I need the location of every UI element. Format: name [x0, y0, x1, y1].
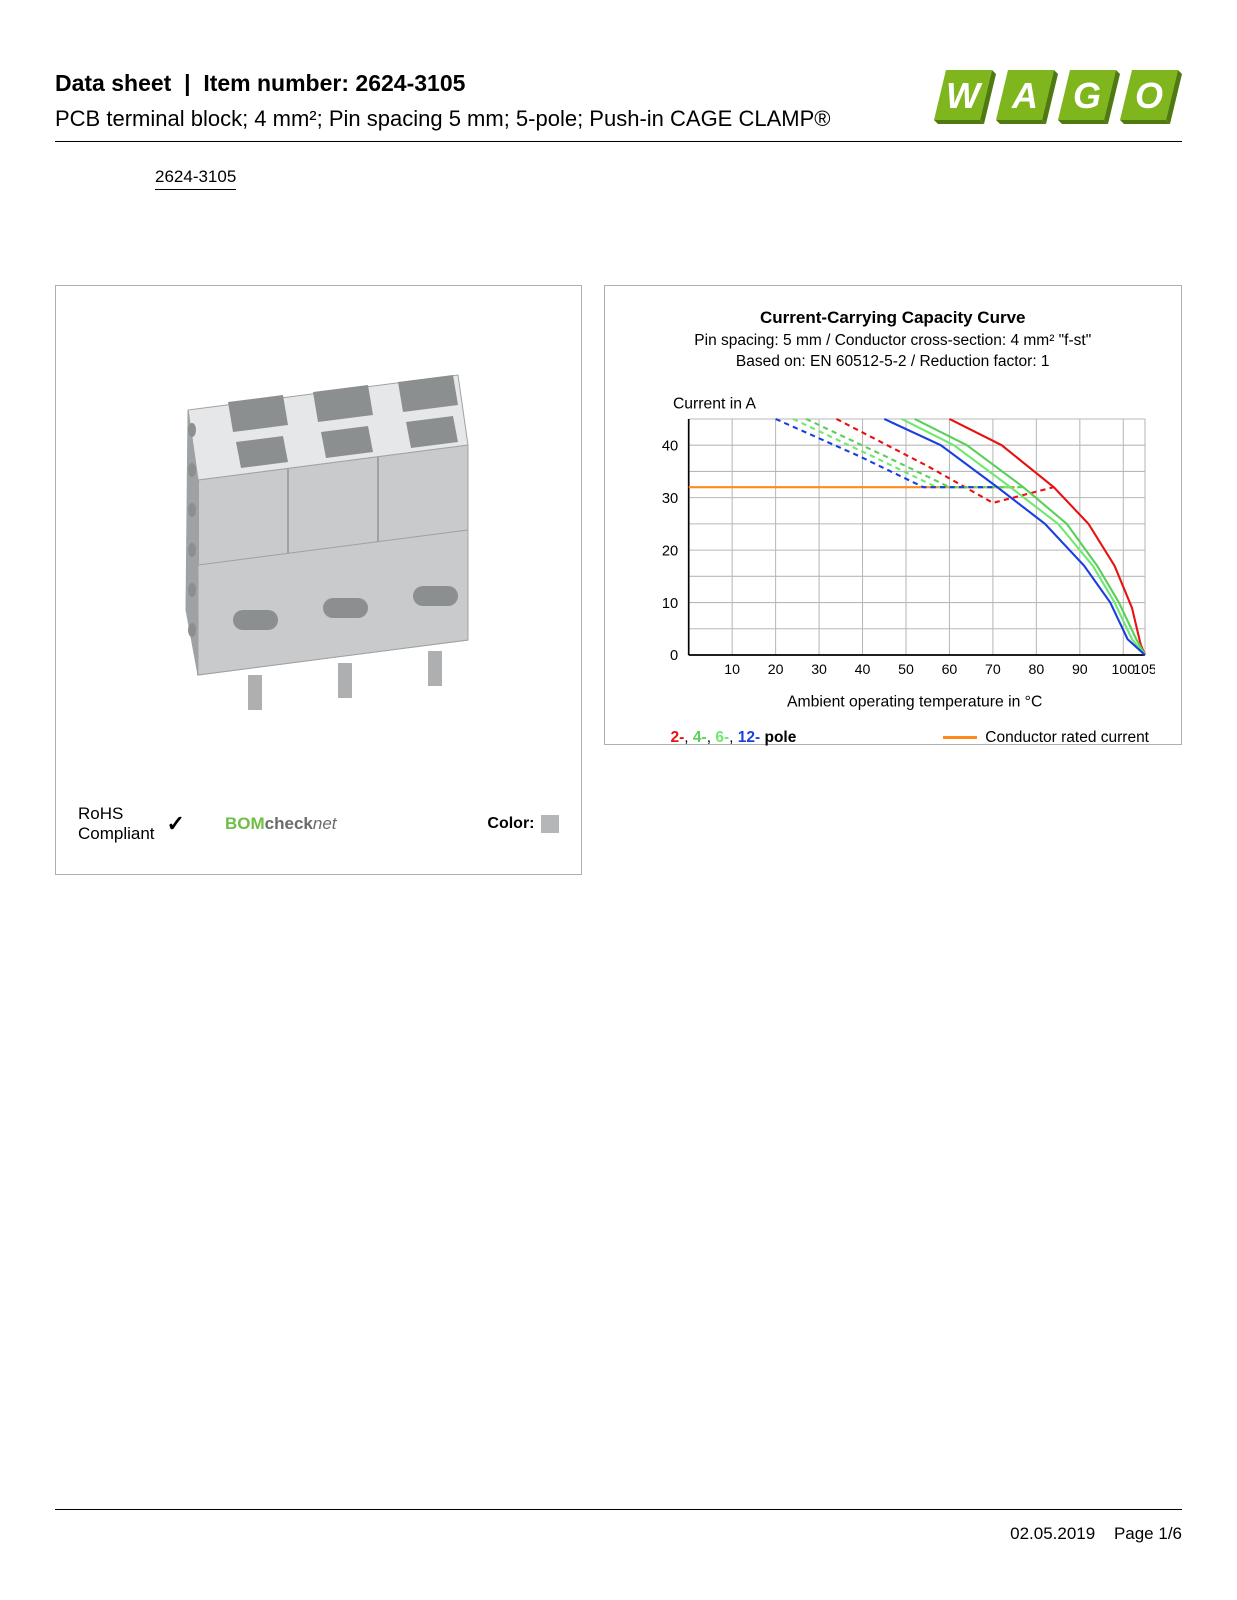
color-label: Color: — [487, 815, 534, 833]
legend-conductor-label: Conductor rated current — [985, 729, 1149, 747]
chart-svg: Current in A 10 20 30 40 50 60 70 80 90 100105 0 10 2… — [631, 385, 1156, 715]
footer-divider — [55, 1509, 1182, 1510]
svg-text:0: 0 — [670, 648, 678, 664]
svg-text:70: 70 — [985, 662, 1001, 678]
svg-text:W: W — [946, 75, 983, 116]
footer: 02.05.2019 Page 1/6 — [55, 1509, 1182, 1544]
svg-text:60: 60 — [941, 662, 957, 678]
rohs-badge: RoHS Compliant ✓ — [78, 804, 185, 845]
svg-text:105: 105 — [1133, 662, 1155, 678]
wago-logo: WAGO — [922, 62, 1182, 132]
title-item-label: Item number: — [203, 70, 349, 96]
bom-text: BOMcheck — [225, 814, 313, 833]
footer-page: Page 1/6 — [1114, 1524, 1182, 1543]
rohs-label: RoHS — [78, 804, 155, 824]
legend-conductor: Conductor rated current — [943, 729, 1149, 747]
chart-legend: 2-, 4-, 6-, 12- pole Conductor rated cur… — [631, 729, 1156, 747]
conductor-swatch — [943, 736, 977, 739]
color-badge: Color: — [487, 815, 558, 833]
svg-text:Current in A: Current in A — [672, 395, 756, 412]
badge-row: RoHS Compliant ✓ BOMchecknet Color: — [56, 774, 581, 874]
svg-text:10: 10 — [724, 662, 740, 678]
svg-text:A: A — [1011, 75, 1038, 116]
item-reference: 2624-3105 — [155, 167, 236, 190]
svg-text:30: 30 — [811, 662, 827, 678]
chart-area: Current in A 10 20 30 40 50 60 70 80 90 100105 0 10 2… — [631, 385, 1156, 715]
title-item-number: 2624-3105 — [355, 70, 465, 96]
header-divider — [55, 141, 1182, 142]
svg-text:90: 90 — [1071, 662, 1087, 678]
svg-text:20: 20 — [767, 662, 783, 678]
svg-text:20: 20 — [661, 543, 677, 559]
product-render — [128, 340, 508, 720]
color-swatch — [541, 815, 559, 833]
chart-title: Current-Carrying Capacity Curve — [631, 308, 1156, 328]
title-sep: | — [184, 70, 190, 96]
svg-text:100: 100 — [1111, 662, 1135, 678]
svg-text:80: 80 — [1028, 662, 1044, 678]
chart-subtitle: Pin spacing: 5 mm / Conductor cross-sect… — [631, 331, 1156, 373]
product-image-area — [56, 286, 581, 774]
bomcheck-badge: BOMchecknet — [225, 814, 337, 834]
check-icon: ✓ — [167, 811, 185, 837]
chart-panel: Current-Carrying Capacity Curve Pin spac… — [604, 285, 1183, 745]
bom-net: net — [313, 814, 337, 833]
title-prefix: Data sheet — [55, 70, 171, 96]
legend-poles: 2-, 4-, 6-, 12- pole — [671, 729, 797, 747]
svg-text:10: 10 — [661, 596, 677, 612]
svg-text:Ambient operating temperature: Ambient operating temperature in °C — [787, 693, 1042, 710]
subtitle: PCB terminal block; 4 mm²; Pin spacing 5… — [55, 103, 902, 135]
svg-text:30: 30 — [661, 491, 677, 507]
header-text: Data sheet | Item number: 2624-3105 PCB … — [55, 70, 922, 135]
rohs-compliant: Compliant — [78, 824, 155, 844]
svg-text:50: 50 — [898, 662, 914, 678]
svg-text:40: 40 — [661, 438, 677, 454]
page-title: Data sheet | Item number: 2624-3105 — [55, 70, 902, 97]
svg-text:G: G — [1073, 75, 1101, 116]
svg-text:40: 40 — [854, 662, 870, 678]
svg-text:O: O — [1135, 75, 1163, 116]
footer-date: 02.05.2019 — [1010, 1524, 1095, 1543]
product-panel: RoHS Compliant ✓ BOMchecknet Color: — [55, 285, 582, 875]
